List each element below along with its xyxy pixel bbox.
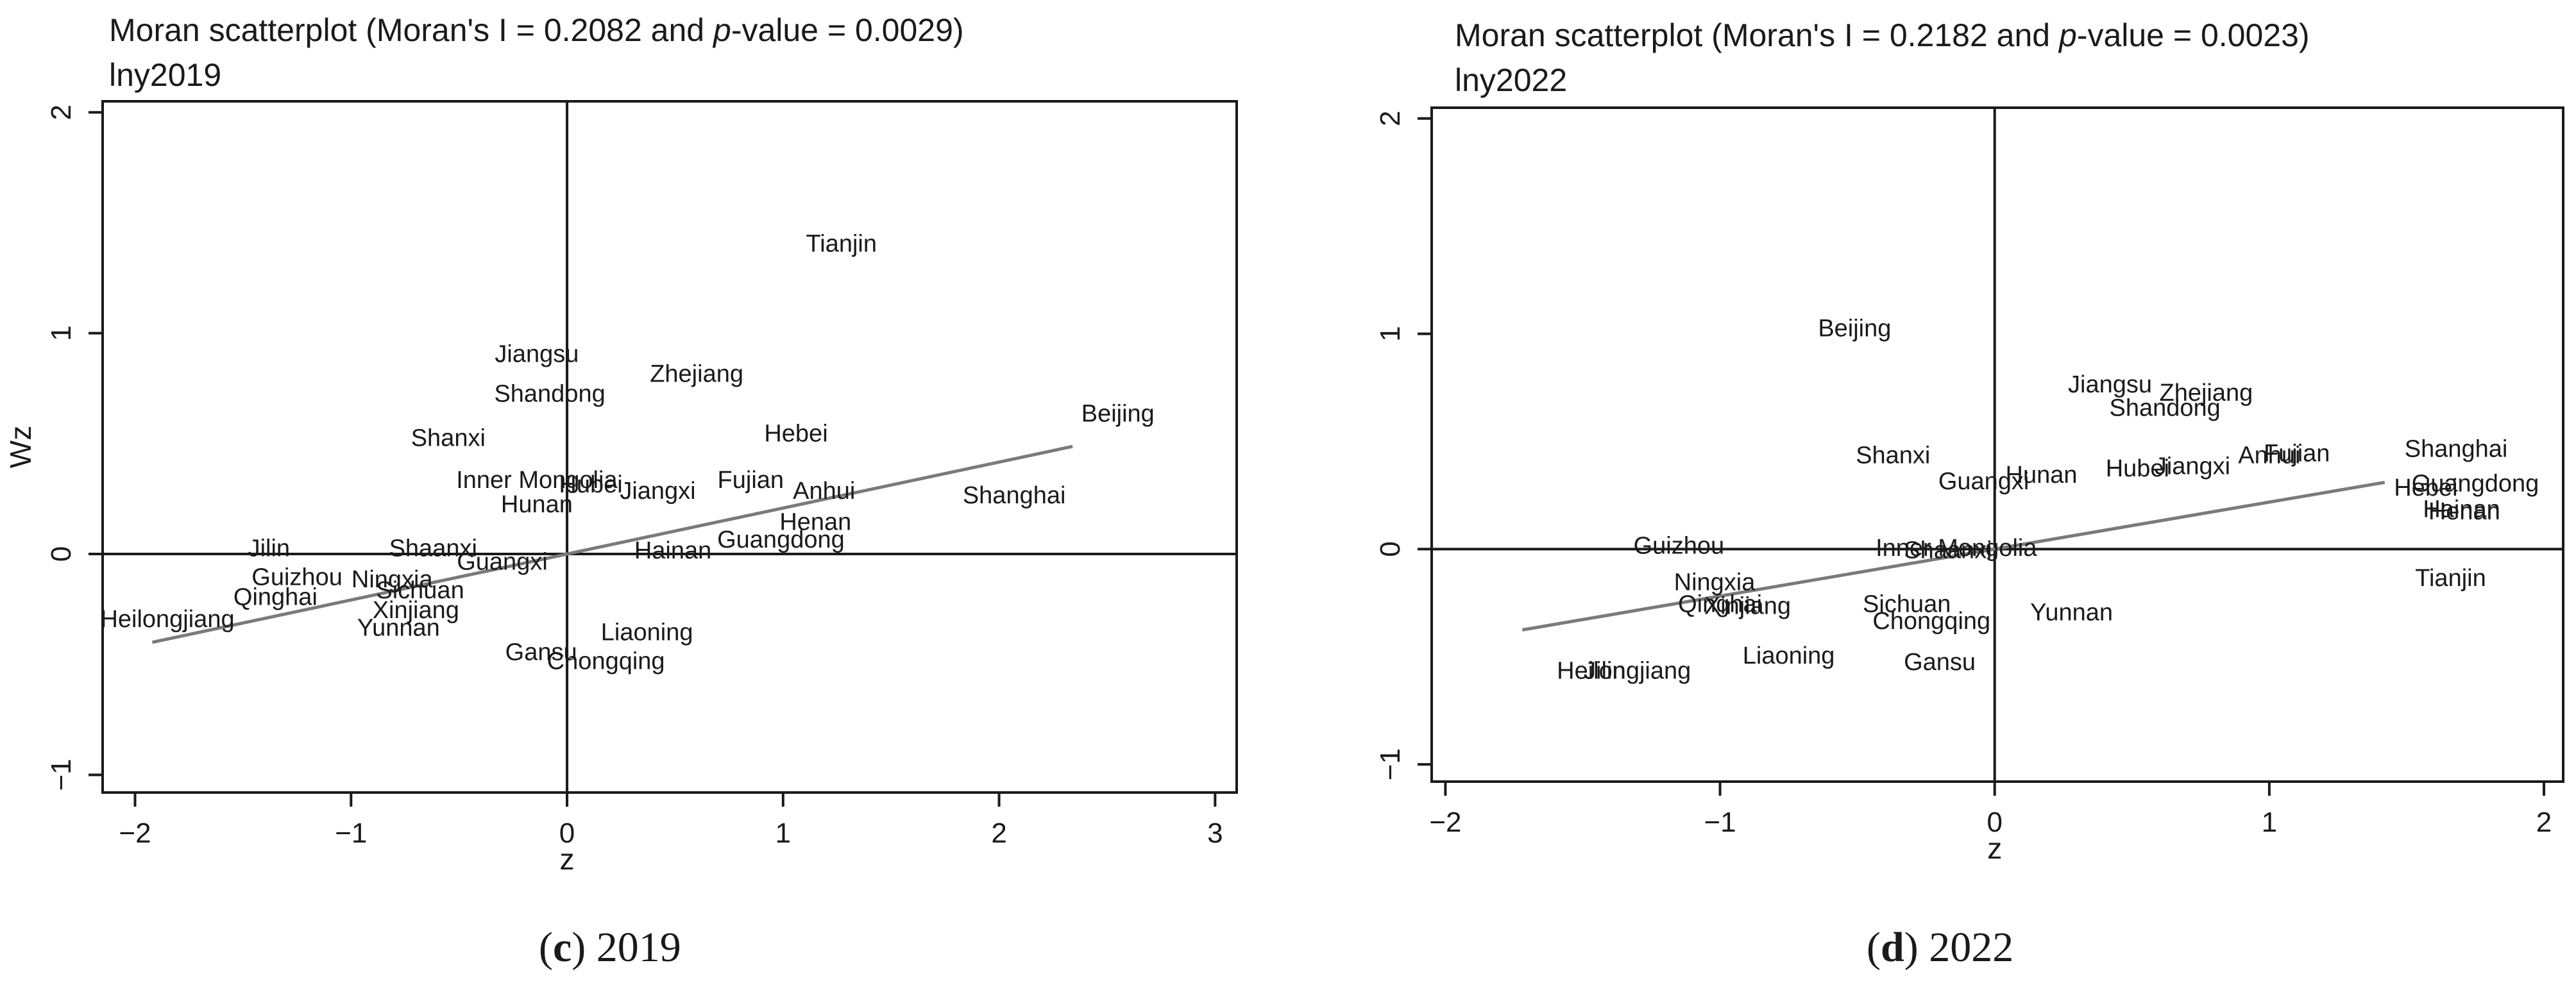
point-label: Shandong [2110, 395, 2221, 422]
point-label: Shaanxi [389, 535, 477, 562]
point-label: Anhui [793, 478, 855, 505]
y-tick-label: 1 [46, 325, 77, 340]
moran-panel-2022: Moran scatterplot (Moran's I = 0.2182 an… [1379, 0, 2576, 990]
point-label: Heilongjiang [1557, 657, 1691, 684]
y-tick-label: −1 [46, 759, 77, 791]
x-tick-label: −1 [335, 818, 367, 849]
point-label: Shanghai [2405, 436, 2508, 463]
figure-caption: (c) 2019 [539, 924, 681, 971]
point-label: Liaoning [601, 619, 693, 646]
x-tick-label: 2 [2536, 807, 2552, 838]
point-label: Zhejiang [2160, 380, 2253, 407]
point-label: Yunnan [357, 615, 440, 642]
point-label: Hubei [559, 471, 622, 498]
point-label: Qinghai [233, 583, 318, 610]
point-label: Shanxi [411, 425, 486, 452]
point-label: Ningxia [1674, 569, 1756, 596]
point-label: Yunnan [2030, 600, 2113, 626]
point-label: Liaoning [1743, 642, 1835, 669]
point-label: Hainan [634, 537, 711, 564]
point-label: Shanxi [1856, 442, 1930, 469]
point-label: Tianjin [806, 230, 877, 257]
point-label: Henan [2428, 498, 2500, 525]
point-label: Anhui [2238, 442, 2300, 469]
x-tick-label: −2 [1429, 807, 1461, 838]
x-axis-label: z [560, 843, 575, 876]
point-label: Inner Mongolia [1876, 535, 2037, 562]
point-label: Jiangsu [2068, 371, 2152, 398]
y-tick-label: 2 [1379, 111, 1406, 126]
x-tick-label: −2 [119, 818, 151, 849]
point-label: Gansu [1904, 649, 1976, 676]
point-label: Tianjin [2415, 565, 2486, 592]
y-tick-label: 2 [46, 105, 77, 120]
point-label: Xinjiang [373, 597, 459, 624]
point-label: Guangxi [457, 548, 548, 575]
point-label: Hunan [501, 491, 573, 518]
y-tick-label: 0 [1379, 541, 1406, 557]
point-label: Hubei [2106, 455, 2169, 482]
point-label: Henan [779, 508, 851, 535]
point-label: Hunan [2006, 462, 2078, 489]
point-label: Sichuan [376, 577, 464, 604]
point-label: Guangdong [2412, 470, 2539, 497]
fit-line [151, 444, 1073, 644]
y-tick-label: −1 [1379, 748, 1406, 780]
point-label: Qinghai [1678, 591, 1762, 617]
point-label: Sichuan [1863, 591, 1951, 617]
chart-title: Moran scatterplot (Moran's I = 0.2182 an… [1455, 17, 2310, 53]
point-label: Hebei [764, 421, 827, 448]
point-label: Chongqing [547, 648, 665, 675]
point-label: Hainan [2423, 496, 2500, 523]
point-label: Heilongjiang [100, 606, 234, 633]
point-label: Guangdong [717, 526, 845, 553]
point-label: Guizhou [1634, 533, 1725, 560]
x-axis-label: z [1987, 832, 2002, 865]
point-label: Jiangsu [495, 341, 579, 368]
point-label: Hebei [2394, 474, 2457, 501]
point-label: Chongqing [1872, 608, 1990, 635]
point-label: Jilin [1584, 657, 1625, 684]
point-label: Shaanxi [1904, 537, 1992, 564]
fit-line [1521, 480, 2385, 632]
y-tick-label: 1 [1379, 326, 1406, 341]
point-label: Xinjiang [1704, 593, 1791, 620]
x-tick-label: 1 [2262, 807, 2277, 838]
chart-subtitle: lny2019 [109, 57, 222, 93]
point-label: Fujian [2264, 440, 2330, 467]
point-label: Fujian [718, 467, 784, 494]
point-label: Shandong [494, 381, 605, 408]
point-label: Jiangxi [2155, 453, 2230, 480]
point-label: Guizhou [251, 564, 343, 591]
x-tick-label: −1 [1704, 807, 1736, 838]
point-label: Jiangxi [620, 478, 695, 505]
x-tick-label: 3 [1207, 818, 1223, 849]
plot-frame [101, 100, 1238, 794]
x-tick-label: 0 [1987, 807, 2002, 838]
chart-subtitle: lny2022 [1455, 62, 1568, 98]
x-tick-label: 1 [775, 818, 791, 849]
point-label: Ningxia [352, 566, 434, 593]
chart-title: Moran scatterplot (Moran's I = 0.2082 an… [109, 12, 964, 48]
y-tick-label: 0 [46, 546, 77, 562]
scatter-plot-2019: −2 −1 0 1 2 3 −1 0 1 2 z Wz Tianjin Jiangsu Zhejiang Sh… [4, 100, 1238, 876]
point-label: Shanghai [963, 482, 1066, 509]
point-label: Inner Mongolia [456, 467, 618, 494]
point-label: Zhejiang [650, 361, 743, 388]
scatter-plot-2022: −2−1012−1012zWzBeijingJiangsuZhejiangSha… [1379, 106, 2564, 865]
point-label: Guangxi [1938, 468, 2029, 495]
point-label: Beijing [1081, 401, 1155, 428]
figure-caption: (d) 2022 [1867, 924, 2014, 971]
point-label: Gansu [505, 639, 577, 666]
point-label: Jilin [248, 535, 290, 562]
x-tick-label: 2 [991, 818, 1006, 849]
moran-panel-2019: Moran scatterplot (Moran's I = 0.2082 an… [4, 12, 1238, 971]
point-label: Beijing [1818, 315, 1891, 342]
y-axis-label: Wz [4, 426, 37, 468]
x-tick-label: 0 [559, 818, 575, 849]
plot-frame [1430, 106, 2564, 783]
